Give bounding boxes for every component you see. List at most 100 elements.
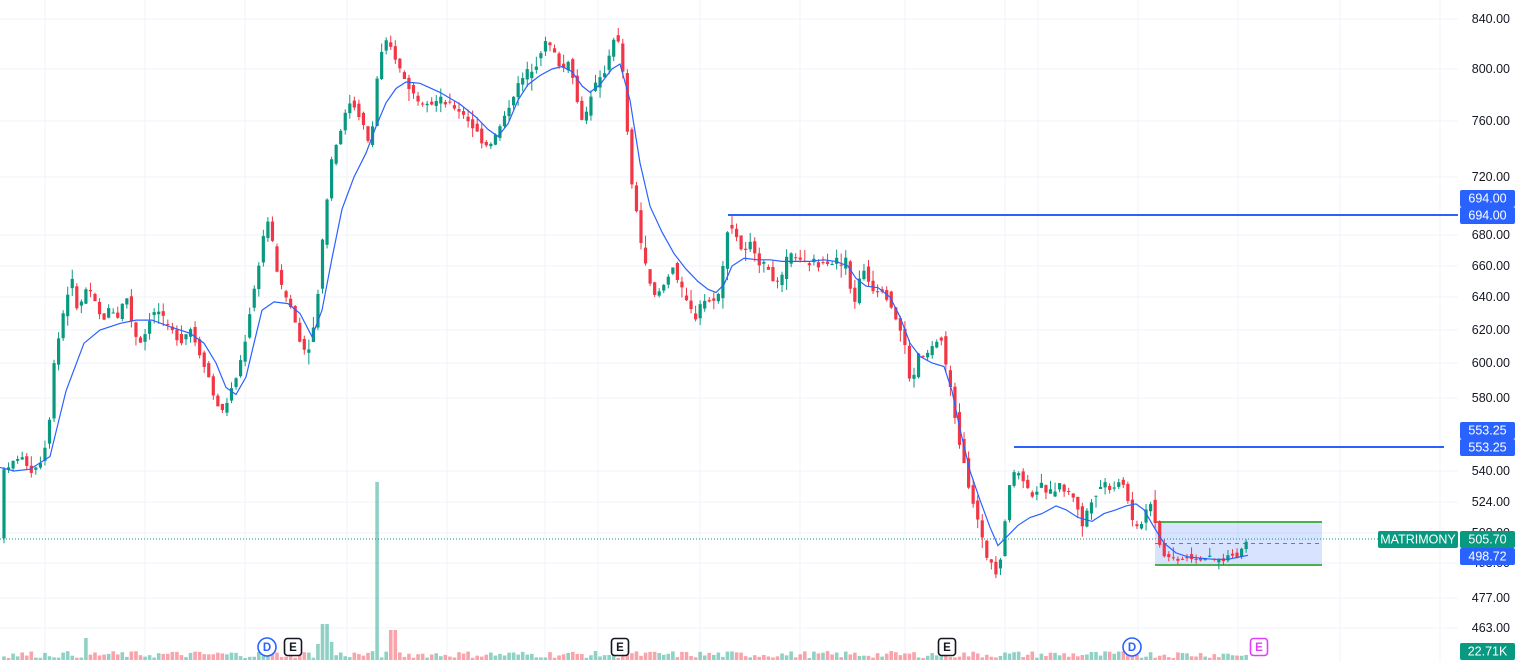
candle: [998, 557, 1003, 576]
y-tick-label: 477.00: [1472, 591, 1510, 605]
volume-bar: [79, 657, 84, 660]
candle: [980, 514, 984, 549]
volume-bar: [452, 657, 457, 660]
volume-bar: [689, 655, 693, 660]
volume-bar: [839, 657, 843, 660]
volume-bar: [1180, 653, 1185, 660]
volume-bar: [420, 653, 425, 660]
candle: [16, 455, 20, 464]
candle: [452, 100, 457, 111]
last-price-tag: 505.70: [1460, 531, 1515, 548]
volume-bar: [725, 651, 730, 660]
event-marker-earnings[interactable]: E: [937, 637, 957, 657]
candle: [502, 111, 507, 129]
volume-bar: [589, 655, 593, 660]
volume-bar: [570, 651, 575, 660]
candle: [61, 310, 65, 341]
candle: [75, 283, 79, 311]
candle: [320, 238, 325, 294]
event-marker-dividend[interactable]: D: [257, 637, 277, 657]
candle: [1098, 480, 1103, 490]
candle: [1244, 539, 1248, 553]
volume-bar: [916, 657, 921, 660]
candle: [1235, 548, 1239, 559]
candle: [643, 235, 648, 266]
candle: [1094, 495, 1098, 508]
event-marker-earnings[interactable]: E: [610, 637, 630, 657]
candle: [348, 94, 352, 119]
candle: [193, 321, 197, 347]
volume-bar: [580, 654, 584, 660]
candle: [848, 259, 852, 294]
candle: [771, 260, 775, 282]
svg-text:E: E: [289, 642, 297, 654]
event-marker-earnings[interactable]: E: [283, 637, 303, 657]
volume-bar: [216, 652, 220, 660]
candle: [912, 367, 916, 388]
candle: [257, 262, 261, 297]
candle: [621, 38, 625, 79]
candle: [57, 332, 61, 371]
volume-bar: [712, 654, 716, 660]
candle: [97, 298, 102, 320]
chart-grid: [0, 0, 1458, 662]
candle: [534, 56, 538, 74]
candle: [566, 60, 570, 74]
volume-bar: [1076, 656, 1080, 660]
volume-bar: [666, 653, 671, 660]
volume-bar: [743, 656, 748, 660]
candle: [716, 292, 720, 304]
y-tick-label: 463.00: [1472, 621, 1510, 635]
volume-bar: [275, 652, 279, 660]
y-tick-label: 680.00: [1472, 228, 1510, 242]
volume-bar: [1044, 656, 1048, 660]
candle: [507, 100, 511, 121]
volume-bar: [1025, 654, 1030, 660]
volume-bar: [1235, 655, 1239, 660]
candle: [1071, 493, 1075, 503]
candle: [361, 111, 366, 130]
candle: [580, 96, 584, 121]
candle: [1167, 551, 1171, 562]
candle: [1208, 547, 1212, 558]
candle: [220, 403, 224, 414]
volume-bar: [793, 657, 798, 660]
candle: [1171, 547, 1175, 561]
y-tick-label: 640.00: [1472, 290, 1510, 304]
volume-bar: [34, 657, 38, 660]
consolidation-range-box[interactable]: [1155, 521, 1322, 566]
candle: [612, 37, 616, 62]
candle: [1012, 469, 1016, 488]
candle: [202, 350, 206, 373]
volume-bar: [1153, 657, 1157, 660]
svg-text:694.00: 694.00: [1468, 192, 1506, 206]
candle: [43, 440, 47, 466]
candle: [803, 249, 807, 263]
svg-text:553.25: 553.25: [1468, 424, 1506, 438]
candle: [211, 373, 215, 400]
volume-bar: [830, 654, 834, 660]
volume-bar: [889, 651, 894, 660]
event-marker-earnings-upcoming[interactable]: E: [1249, 637, 1269, 657]
volume-bar: [643, 652, 648, 660]
volume-bar: [388, 630, 393, 660]
level-tag-553-bottom: 553.25: [1460, 439, 1515, 456]
volume-bar: [516, 654, 520, 660]
candle: [302, 335, 306, 355]
volume-bar: [24, 655, 29, 660]
candle: [47, 417, 52, 449]
volume-bar: [853, 652, 857, 660]
event-marker-dividend[interactable]: D: [1122, 637, 1142, 657]
candle: [866, 259, 871, 287]
volume-bar: [179, 655, 184, 660]
volume-bar: [111, 651, 115, 660]
volume-bar: [29, 651, 34, 660]
volume-bar: [739, 652, 743, 660]
candle: [807, 261, 811, 272]
candle: [766, 264, 770, 270]
candle: [821, 256, 825, 265]
horizontal-levels[interactable]: [728, 214, 1458, 448]
volume-bar: [807, 657, 812, 660]
